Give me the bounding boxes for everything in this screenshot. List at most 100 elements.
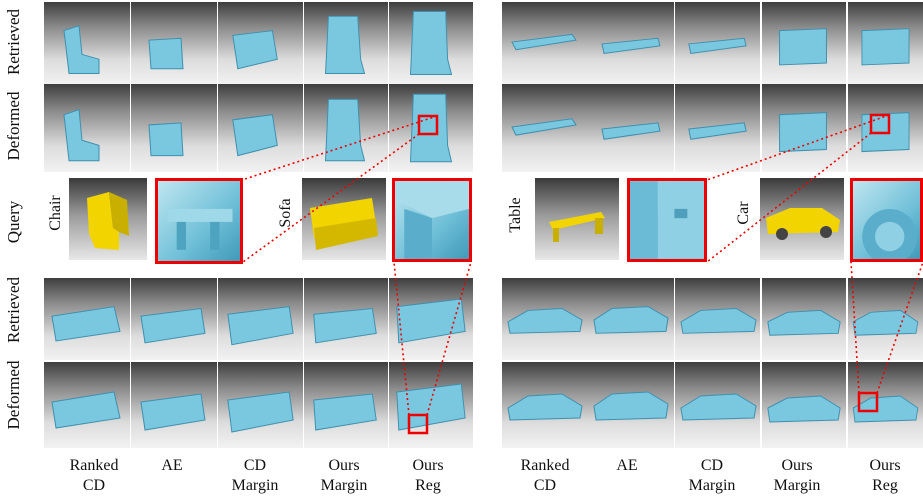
row-label-deformed-bottom: Deformed	[4, 360, 23, 430]
table-retrieved-ranked-cd	[502, 2, 588, 84]
col-label-ranked-cd-right: Ranked CD	[520, 457, 570, 494]
shape-render	[227, 391, 294, 433]
col-label-ours-margin-right: Ours Margin	[773, 457, 821, 494]
shape-render	[148, 37, 184, 70]
shape-render	[63, 108, 100, 162]
table-retrieved-cd-margin	[675, 2, 760, 84]
col-label-ours-reg-left: Ours Reg	[412, 457, 444, 494]
row-label-deformed-top: Deformed	[4, 91, 23, 161]
col-label-ours-margin-left: Ours Margin	[320, 457, 368, 494]
table-deformed-ranked-cd	[502, 84, 588, 172]
car-query-shape	[766, 208, 840, 240]
shape-render	[767, 395, 841, 423]
shape-render	[227, 306, 294, 346]
shape-render	[511, 118, 577, 136]
sofa-deformed-ours-reg	[389, 362, 473, 448]
table-deformed-ae	[588, 84, 674, 172]
col-label-ae-left: AE	[161, 457, 183, 474]
zoom-inset-chair	[155, 178, 243, 264]
col-label-ours-reg-right: Ours Reg	[869, 457, 901, 494]
shape-render	[861, 112, 910, 153]
car-deformed-ae	[588, 362, 674, 448]
query-label-chair: Chair	[47, 195, 64, 231]
car-retrieved-cd-margin	[675, 278, 760, 360]
shape-render	[409, 11, 453, 75]
shape-render	[232, 114, 278, 157]
query-chair-image	[69, 178, 147, 260]
table-query-shape	[549, 212, 605, 242]
shape-render	[688, 122, 747, 140]
zoom-inset-car	[850, 178, 923, 262]
shape-render	[313, 307, 377, 344]
shape-render	[507, 308, 583, 334]
sofa-retrieved-ours-reg	[389, 278, 473, 360]
chair-retrieved-ranked-cd	[44, 2, 130, 84]
shape-render	[852, 395, 919, 423]
table-retrieved-ours-margin	[762, 2, 846, 84]
query-sofa-image	[302, 178, 386, 260]
shape-render	[63, 25, 100, 74]
sofa-deformed-ranked-cd	[44, 362, 130, 448]
car-retrieved-ae	[588, 278, 674, 360]
car-deformed-ours-reg	[848, 362, 923, 448]
query-car-image	[760, 178, 844, 260]
shape-render	[593, 391, 669, 421]
chair-retrieved-ae	[131, 2, 217, 84]
shape-render	[148, 122, 184, 157]
chair-deformed-ranked-cd	[44, 84, 130, 172]
shape-render	[51, 306, 121, 342]
row-label-retrieved-bottom: Retrieved	[4, 276, 23, 344]
shape-render	[601, 37, 661, 55]
chair-query-shape	[87, 192, 129, 250]
chair-retrieved-ours-reg	[389, 2, 473, 84]
query-label-car: Car	[735, 201, 752, 225]
table-retrieved-ours-reg	[848, 2, 923, 84]
shape-render	[680, 308, 757, 334]
shape-render	[313, 393, 377, 431]
shape-render	[688, 37, 747, 55]
shape-render	[140, 393, 206, 431]
shape-render	[324, 15, 366, 74]
shape-render	[396, 383, 466, 431]
query-label-table: Table	[507, 197, 524, 233]
shape-render	[409, 93, 453, 163]
sofa-retrieved-ae	[131, 278, 217, 360]
chair-deformed-ae	[131, 84, 217, 172]
shape-render	[140, 307, 206, 344]
shape-render	[861, 28, 910, 66]
row-label-query: Query	[4, 200, 23, 244]
table-retrieved-ae	[588, 2, 674, 84]
car-deformed-ours-margin	[762, 362, 846, 448]
zoom-inset-table	[627, 178, 707, 262]
chair-retrieved-cd-margin	[218, 2, 303, 84]
shape-render	[507, 393, 583, 421]
shape-render	[852, 309, 919, 336]
chair-retrieved-ours-margin	[304, 2, 388, 84]
sofa-retrieved-ours-margin	[304, 278, 388, 360]
chair-deformed-ours-margin	[304, 84, 388, 172]
sofa-deformed-cd-margin	[218, 362, 303, 448]
sofa-deformed-ours-margin	[304, 362, 388, 448]
shape-render	[324, 98, 366, 162]
sofa-retrieved-cd-margin	[218, 278, 303, 360]
chair-deformed-cd-margin	[218, 84, 303, 172]
shape-render	[601, 122, 661, 140]
shape-render	[396, 298, 466, 344]
table-deformed-cd-margin	[675, 84, 760, 172]
shape-render	[779, 112, 827, 153]
row-label-retrieved-top: Retrieved	[4, 8, 23, 76]
chair-deformed-ours-reg	[389, 84, 473, 172]
car-retrieved-ours-reg	[848, 278, 923, 360]
sofa-retrieved-ranked-cd	[44, 278, 130, 360]
table-deformed-ours-margin	[762, 84, 846, 172]
sofa-query-shape	[310, 198, 378, 250]
shape-render	[593, 306, 669, 334]
car-deformed-cd-margin	[675, 362, 760, 448]
car-retrieved-ours-margin	[762, 278, 846, 360]
shape-render	[51, 391, 121, 429]
col-label-cd-margin-right: CD Margin	[688, 457, 736, 494]
car-retrieved-ranked-cd	[502, 278, 588, 360]
query-label-sofa: Sofa	[277, 198, 294, 228]
shape-render	[680, 393, 757, 421]
col-label-cd-margin-left: CD Margin	[231, 457, 279, 494]
